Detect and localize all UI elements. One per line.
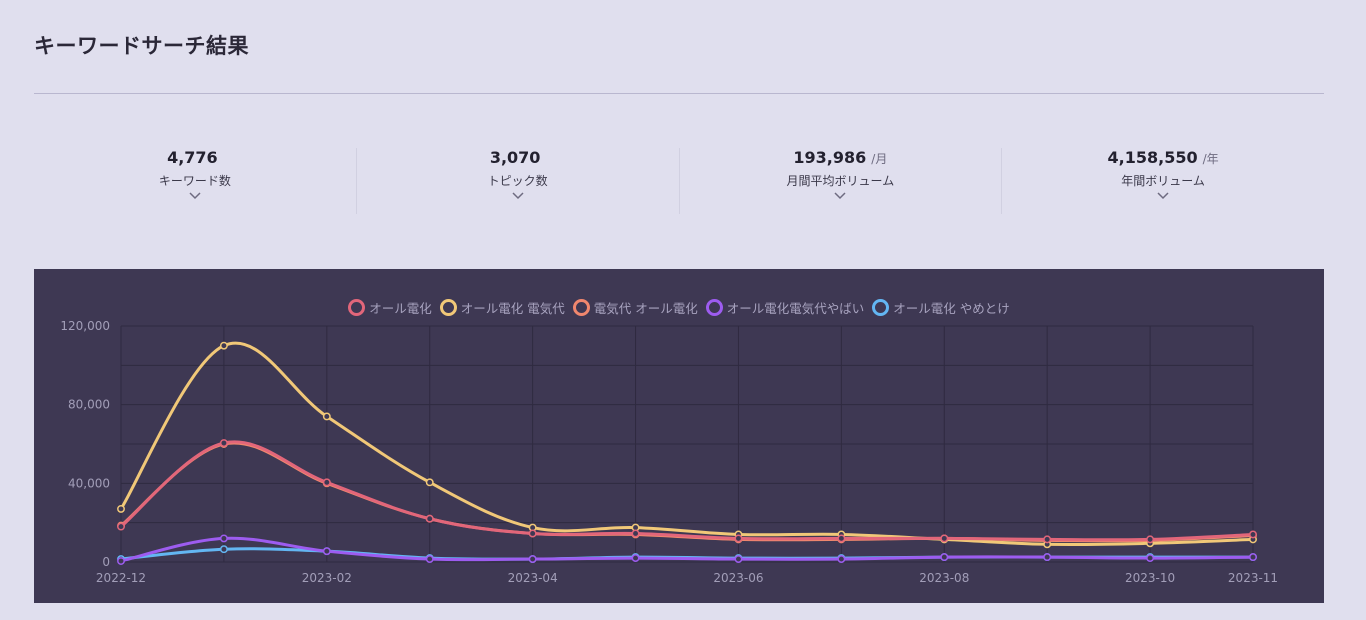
stat-label: 月間平均ボリューム <box>786 174 895 188</box>
y-tick-label: 0 <box>102 555 110 569</box>
stat-value: 4,776 <box>167 148 218 167</box>
data-point <box>528 555 537 563</box>
legend-item[interactable]: オール電化電気代やばい <box>705 298 865 317</box>
series-line <box>120 441 1254 543</box>
data-point <box>940 553 949 562</box>
page-title: キーワードサーチ結果 <box>34 34 249 58</box>
legend-swatch <box>872 299 890 316</box>
data-point <box>219 341 228 350</box>
data-point <box>837 534 846 543</box>
x-tick-label: 2023-04 <box>508 571 558 585</box>
data-point <box>219 534 228 543</box>
stat-unit: /年 <box>1202 152 1219 166</box>
chevron-down-icon[interactable] <box>1157 192 1169 200</box>
chart-panel: 0 40,000 80,000 120,000 2022-12 2023-02 2023-0… <box>34 269 1324 603</box>
legend-swatch <box>572 299 590 316</box>
chevron-down-icon[interactable] <box>189 192 201 200</box>
data-point <box>1146 554 1155 563</box>
data-point <box>219 545 228 554</box>
stat-topic-count[interactable]: 3,070 トピック数 <box>357 148 680 214</box>
stat-value: 193,986 <box>793 148 867 167</box>
data-point <box>1146 535 1155 544</box>
legend-item[interactable]: 電気代 オール電化 <box>572 298 698 317</box>
legend-label: 電気代 オール電化 <box>593 301 698 316</box>
y-tick-label: 40,000 <box>68 476 110 490</box>
legend-label: オール電化電気代やばい <box>726 301 865 316</box>
stat-yearly-volume[interactable]: 4,158,550 /年 年間ボリューム <box>1002 148 1324 214</box>
data-point <box>940 534 949 543</box>
data-point <box>425 555 434 563</box>
data-point <box>322 412 331 421</box>
data-point <box>631 554 640 563</box>
legend-swatch <box>348 299 366 316</box>
chevron-down-icon[interactable] <box>512 192 524 200</box>
data-point <box>219 439 228 447</box>
data-point <box>425 514 434 523</box>
data-point <box>837 555 846 563</box>
x-tick-label: 2023-10 <box>1125 571 1175 585</box>
stat-label: トピック数 <box>487 174 548 188</box>
x-tick-label: 2023-02 <box>302 571 352 585</box>
stat-value: 3,070 <box>489 148 541 167</box>
legend-item[interactable]: オール電化 電気代 <box>439 298 565 317</box>
data-point <box>528 529 537 538</box>
stat-value: 4,158,550 <box>1107 148 1198 167</box>
x-tick-label: 2022-12 <box>96 571 146 585</box>
chart-legend: オール電化 オール電化 電気代 電気代 オール電化 オール電化電気代やばい オール電化 … <box>34 298 1324 317</box>
data-point <box>631 529 640 538</box>
stat-label: キーワード数 <box>158 174 231 188</box>
data-point <box>1249 530 1257 539</box>
data-point <box>117 557 125 565</box>
data-point <box>1249 553 1257 562</box>
stat-unit: /月 <box>871 152 888 166</box>
series-line <box>120 536 1254 563</box>
data-point <box>322 547 331 556</box>
x-tick-label: 2023-08 <box>919 571 969 585</box>
legend-swatch <box>439 299 457 316</box>
x-tick-label: 2023-06 <box>713 571 763 585</box>
legend-item[interactable]: オール電化 やめとけ <box>872 298 1010 317</box>
legend-label: オール電化 <box>369 301 432 316</box>
data-point <box>322 478 331 487</box>
legend-label: オール電化 やめとけ <box>893 301 1010 316</box>
legend-label: オール電化 電気代 <box>460 301 565 316</box>
stat-monthly-volume[interactable]: 193,986 /月 月間平均ボリューム <box>680 148 1003 214</box>
x-tick-label: 2023-11 <box>1228 571 1278 585</box>
data-point <box>117 522 125 531</box>
y-tick-label: 80,000 <box>68 398 110 412</box>
line-chart: 0 40,000 80,000 120,000 2022-12 2023-02 2023-0… <box>60 319 1278 585</box>
legend-swatch <box>705 299 723 316</box>
stats-bar: 4,776 キーワード数 3,070 トピック数 193,986 /月 月間平均… <box>34 148 1324 214</box>
stat-label: 年間ボリューム <box>1121 174 1205 188</box>
data-point <box>425 478 434 487</box>
data-point <box>1043 535 1052 544</box>
header-divider <box>34 93 1324 94</box>
stat-keyword-count[interactable]: 4,776 キーワード数 <box>34 148 357 214</box>
legend-item[interactable]: オール電化 <box>348 298 432 317</box>
series-line <box>120 440 1254 542</box>
y-tick-label: 120,000 <box>60 319 110 333</box>
data-point <box>734 555 743 563</box>
data-point <box>117 504 125 513</box>
chevron-down-icon[interactable] <box>834 192 846 200</box>
data-point <box>734 534 743 543</box>
data-point <box>1043 553 1052 562</box>
